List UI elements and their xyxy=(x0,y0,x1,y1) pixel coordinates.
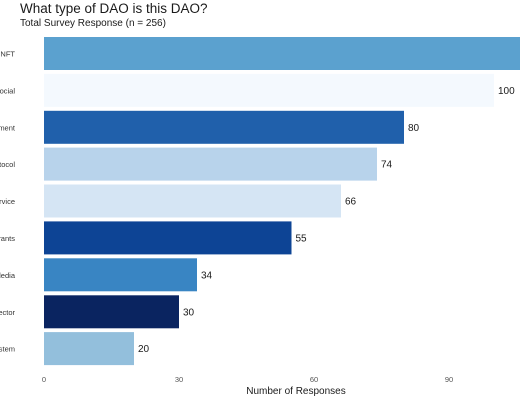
bar-7 xyxy=(44,258,197,292)
bar-2 xyxy=(44,73,494,107)
category-label-1: NFT xyxy=(0,50,15,59)
x-tick-label-90: 90 xyxy=(445,375,453,384)
category-label-6: rants xyxy=(0,234,15,243)
bar-8 xyxy=(44,295,179,329)
chart-subtitle: Total Survey Response (n = 256) xyxy=(20,18,166,29)
bar-4 xyxy=(44,147,377,181)
x-axis-title: Number of Responses xyxy=(246,386,346,397)
category-label-4: otocol xyxy=(0,160,15,169)
data-label-2: 100 xyxy=(498,86,515,97)
data-label-8: 30 xyxy=(183,307,195,318)
category-label-8: ector xyxy=(0,308,15,317)
data-label-4: 74 xyxy=(381,160,393,171)
x-tick-label-30: 30 xyxy=(175,375,183,384)
category-label-2: ocial xyxy=(0,86,15,95)
data-label-3: 80 xyxy=(408,123,420,134)
category-labels-layer: NFT ocial ment otocol rvice rants ledia ector st… xyxy=(0,50,16,354)
bar-9 xyxy=(44,332,134,366)
bar-3 xyxy=(44,110,404,144)
category-label-3: ment xyxy=(0,123,16,132)
category-label-5: rvice xyxy=(0,197,15,206)
data-label-6: 55 xyxy=(296,233,308,244)
x-axis-ticks: 0 30 60 90 xyxy=(42,375,453,384)
bar-5 xyxy=(44,184,341,218)
bar-1 xyxy=(44,37,520,70)
data-label-7: 34 xyxy=(201,270,213,281)
x-tick-label-60: 60 xyxy=(310,375,318,384)
data-label-5: 66 xyxy=(345,197,357,208)
data-labels-layer: 100 80 74 66 55 34 30 20 xyxy=(138,86,515,355)
chart-title: What type of DAO is this DAO? xyxy=(20,1,208,16)
category-label-9: stem xyxy=(0,345,15,354)
bar-6 xyxy=(44,221,292,255)
x-tick-label-0: 0 xyxy=(42,375,46,384)
bars-layer xyxy=(44,37,520,366)
data-label-9: 20 xyxy=(138,344,150,355)
category-label-7: ledia xyxy=(0,271,16,280)
